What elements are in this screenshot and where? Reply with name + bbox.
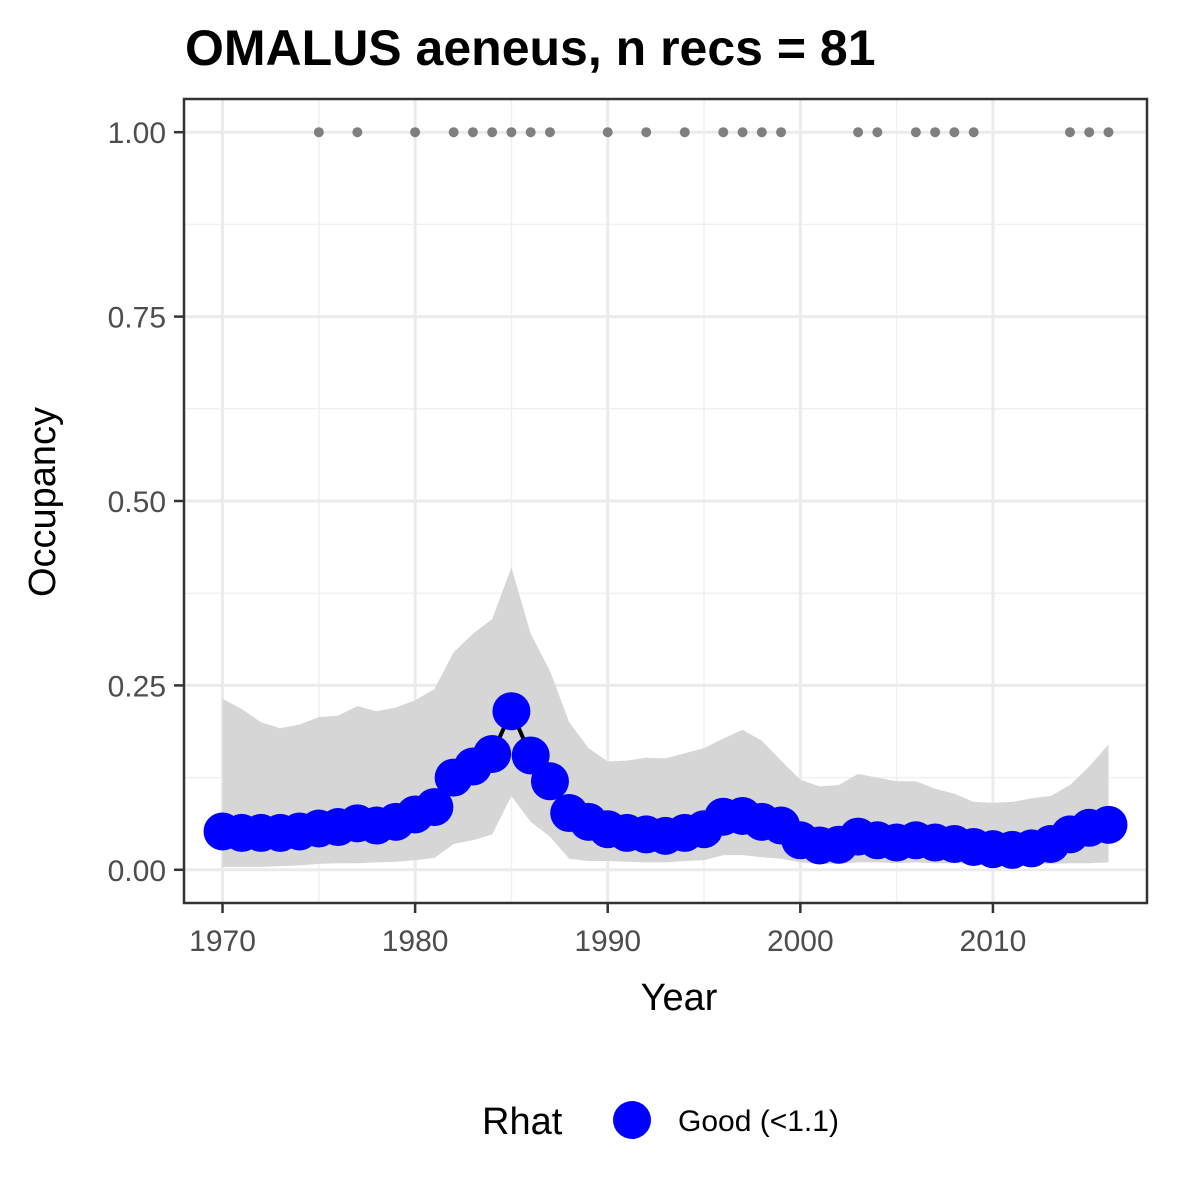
- legend-title: Rhat: [482, 1101, 563, 1143]
- trend-point: [473, 735, 512, 774]
- record-marker: [313, 127, 324, 138]
- record-marker: [410, 127, 421, 138]
- record-marker: [718, 127, 729, 138]
- y-tick-label: 1.00: [108, 117, 166, 150]
- record-marker: [602, 127, 613, 138]
- trend-point: [415, 788, 454, 827]
- record-marker: [737, 127, 748, 138]
- record-marker: [756, 127, 767, 138]
- chart-title: OMALUS aeneus, n recs = 81: [185, 20, 876, 76]
- y-tick-label: 0.75: [108, 302, 166, 335]
- record-marker: [1084, 127, 1095, 138]
- record-marker: [872, 127, 883, 138]
- record-marker: [968, 127, 979, 138]
- y-tick-label: 0.25: [108, 670, 166, 703]
- y-tick-label: 0.50: [108, 486, 166, 519]
- trend-points: [203, 692, 1128, 869]
- legend-label: Good (<1.1): [678, 1105, 839, 1138]
- legend: Rhat Good (<1.1): [482, 1101, 839, 1143]
- record-marker: [544, 127, 555, 138]
- record-marker: [1103, 127, 1114, 138]
- trend-point: [1089, 805, 1128, 844]
- record-marker: [910, 127, 921, 138]
- legend-key-point: [613, 1101, 651, 1139]
- y-axis: 0.00 0.25 0.50 0.75 1.00: [108, 117, 184, 888]
- trend-point: [511, 736, 550, 775]
- trend-point: [492, 692, 531, 731]
- record-marker: [467, 127, 478, 138]
- record-marker: [448, 127, 459, 138]
- record-marker: [930, 127, 941, 138]
- y-tick-label: 0.00: [108, 855, 166, 888]
- x-tick-label: 2000: [767, 925, 834, 958]
- record-marker: [853, 127, 864, 138]
- x-tick-label: 1980: [382, 925, 449, 958]
- x-axis: 1970 1980 1990 2000 2010: [189, 903, 1026, 958]
- x-tick-label: 1970: [189, 925, 256, 958]
- record-marker: [641, 127, 652, 138]
- trend-point: [530, 762, 569, 801]
- y-axis-title: Occupancy: [22, 407, 64, 597]
- record-marker: [525, 127, 536, 138]
- x-tick-label: 2010: [960, 925, 1027, 958]
- record-marker: [949, 127, 960, 138]
- record-marker: [352, 127, 363, 138]
- record-marker: [679, 127, 690, 138]
- record-marker: [487, 127, 498, 138]
- record-marker: [506, 127, 517, 138]
- x-tick-label: 1990: [574, 925, 641, 958]
- record-marker: [776, 127, 787, 138]
- record-markers: [313, 127, 1114, 138]
- x-axis-title: Year: [641, 977, 718, 1019]
- record-marker: [1064, 127, 1075, 138]
